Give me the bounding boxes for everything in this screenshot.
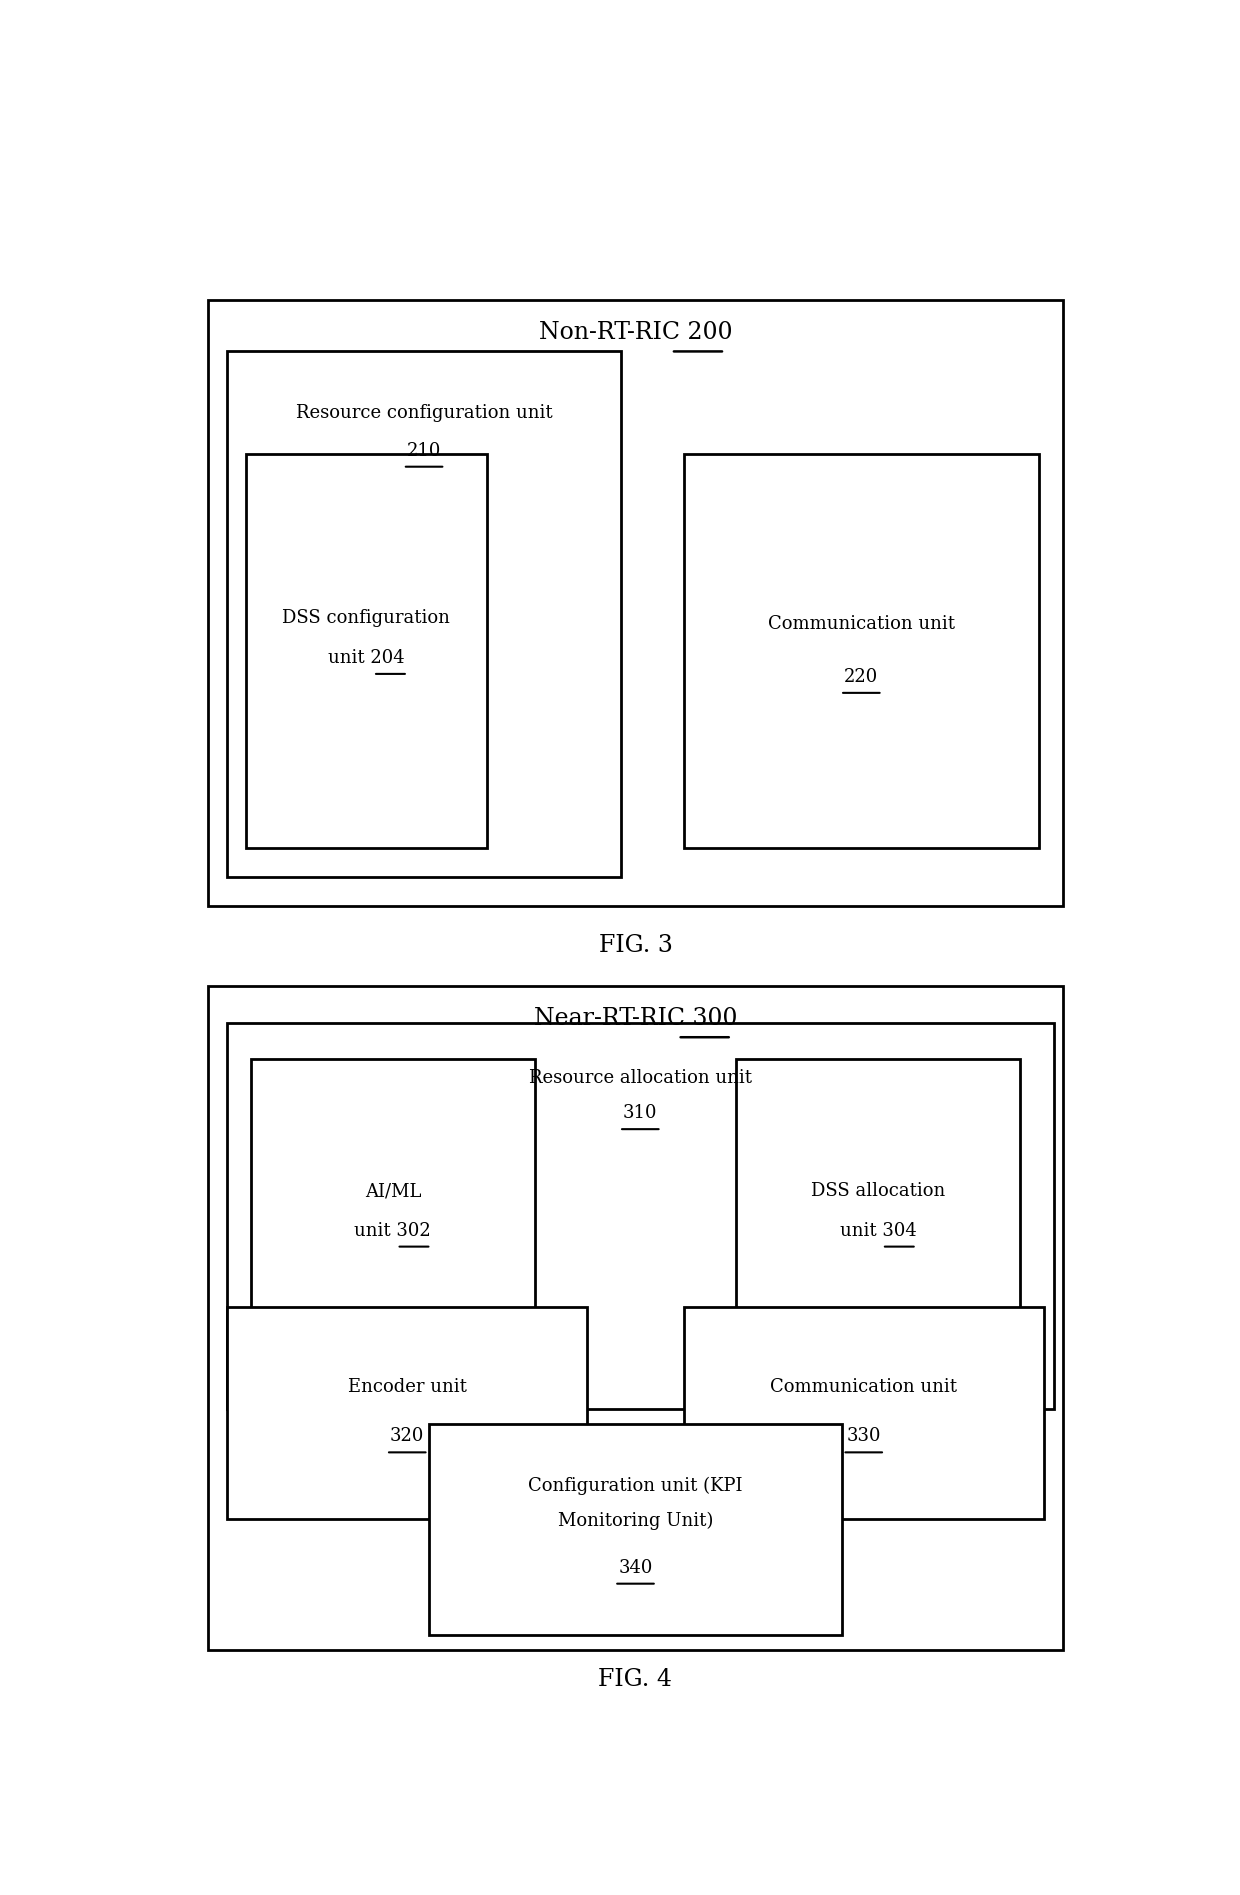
Text: DSS configuration: DSS configuration xyxy=(283,610,450,627)
Text: FIG. 4: FIG. 4 xyxy=(599,1668,672,1690)
Bar xyxy=(208,985,1063,1651)
Text: unit 304: unit 304 xyxy=(839,1222,916,1239)
Text: FIG. 3: FIG. 3 xyxy=(599,934,672,957)
Text: unit 302: unit 302 xyxy=(355,1222,432,1239)
Bar xyxy=(250,1059,534,1387)
Text: 340: 340 xyxy=(619,1558,652,1577)
Text: Monitoring Unit): Monitoring Unit) xyxy=(558,1512,713,1529)
Text: 210: 210 xyxy=(407,442,441,460)
Bar xyxy=(683,1308,1044,1518)
Bar xyxy=(208,301,1063,906)
Text: Resource allocation unit: Resource allocation unit xyxy=(528,1069,751,1088)
Text: Non-RT-RIC 200: Non-RT-RIC 200 xyxy=(538,320,733,345)
Text: DSS allocation: DSS allocation xyxy=(811,1182,945,1200)
Text: Resource configuration unit: Resource configuration unit xyxy=(296,404,552,423)
Text: unit 204: unit 204 xyxy=(329,648,404,667)
Bar xyxy=(737,1059,1019,1387)
Text: Configuration unit (KPI: Configuration unit (KPI xyxy=(528,1476,743,1495)
Text: 330: 330 xyxy=(847,1427,880,1446)
Text: Encoder unit: Encoder unit xyxy=(348,1378,466,1397)
Text: 320: 320 xyxy=(391,1427,424,1446)
Bar xyxy=(227,351,621,877)
Text: AI/ML: AI/ML xyxy=(365,1182,422,1200)
Text: Communication unit: Communication unit xyxy=(768,616,955,633)
Text: 220: 220 xyxy=(844,667,878,686)
Text: 310: 310 xyxy=(622,1105,657,1122)
Text: Communication unit: Communication unit xyxy=(770,1378,957,1397)
Bar xyxy=(227,1023,1054,1410)
Bar xyxy=(429,1423,842,1635)
Text: Near-RT-RIC 300: Near-RT-RIC 300 xyxy=(533,1006,738,1029)
Bar xyxy=(247,453,486,847)
Bar xyxy=(227,1308,588,1518)
Bar xyxy=(683,453,1039,847)
